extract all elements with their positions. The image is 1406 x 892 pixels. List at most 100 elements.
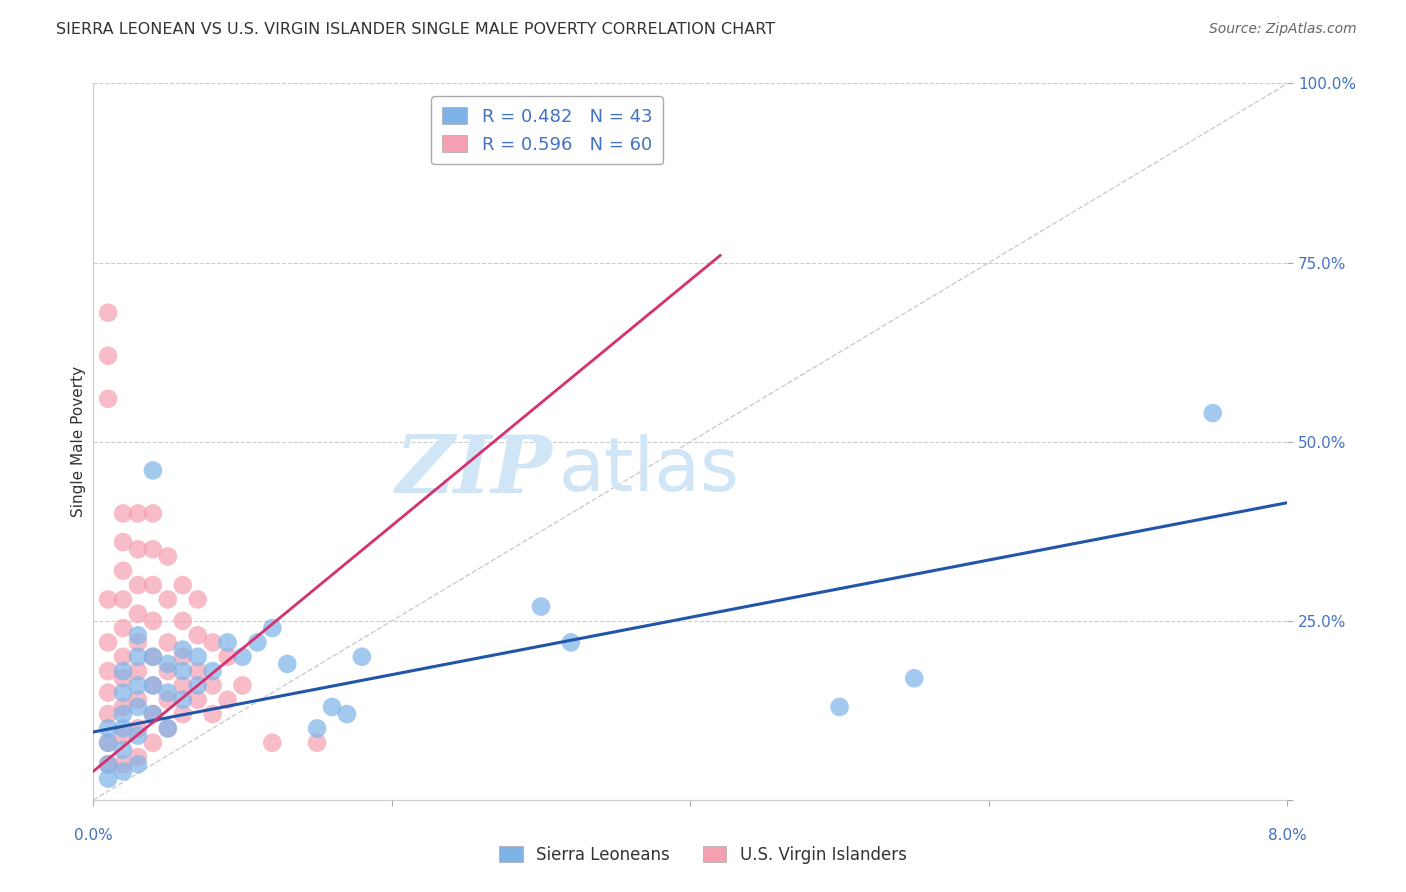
Point	[156, 549, 179, 564]
Point	[112, 757, 135, 772]
Point	[97, 592, 120, 607]
Point	[201, 707, 224, 722]
Point	[112, 671, 135, 685]
Point	[127, 729, 149, 743]
Point	[187, 692, 209, 706]
Point	[201, 635, 224, 649]
Text: SIERRA LEONEAN VS U.S. VIRGIN ISLANDER SINGLE MALE POVERTY CORRELATION CHART: SIERRA LEONEAN VS U.S. VIRGIN ISLANDER S…	[56, 22, 775, 37]
Point	[112, 700, 135, 714]
Point	[903, 671, 925, 685]
Point	[112, 592, 135, 607]
Text: Source: ZipAtlas.com: Source: ZipAtlas.com	[1209, 22, 1357, 37]
Point	[112, 707, 135, 722]
Point	[231, 649, 253, 664]
Point	[112, 507, 135, 521]
Point	[127, 628, 149, 642]
Point	[142, 507, 165, 521]
Text: ZIP: ZIP	[396, 432, 553, 509]
Point	[142, 578, 165, 592]
Point	[172, 692, 194, 706]
Point	[127, 578, 149, 592]
Point	[97, 772, 120, 786]
Point	[127, 750, 149, 764]
Point	[127, 678, 149, 692]
Point	[112, 729, 135, 743]
Point	[156, 722, 179, 736]
Point	[172, 678, 194, 692]
Point	[142, 736, 165, 750]
Point	[142, 614, 165, 628]
Point	[112, 621, 135, 635]
Point	[142, 678, 165, 692]
Point	[172, 578, 194, 592]
Point	[172, 642, 194, 657]
Point	[276, 657, 298, 671]
Point	[97, 757, 120, 772]
Point	[560, 635, 582, 649]
Point	[112, 664, 135, 678]
Point	[97, 664, 120, 678]
Point	[217, 692, 239, 706]
Point	[187, 592, 209, 607]
Point	[321, 700, 343, 714]
Point	[127, 757, 149, 772]
Point	[97, 736, 120, 750]
Y-axis label: Single Male Poverty: Single Male Poverty	[72, 367, 86, 517]
Point	[336, 707, 359, 722]
Point	[156, 722, 179, 736]
Point	[127, 607, 149, 621]
Point	[156, 657, 179, 671]
Point	[97, 635, 120, 649]
Point	[262, 736, 284, 750]
Point	[127, 692, 149, 706]
Point	[97, 392, 120, 406]
Point	[172, 649, 194, 664]
Point	[127, 507, 149, 521]
Point	[350, 649, 373, 664]
Point	[112, 535, 135, 549]
Point	[262, 621, 284, 635]
Point	[127, 700, 149, 714]
Text: 0.0%: 0.0%	[73, 829, 112, 843]
Point	[142, 707, 165, 722]
Point	[97, 306, 120, 320]
Text: 8.0%: 8.0%	[1268, 829, 1306, 843]
Point	[112, 649, 135, 664]
Point	[156, 635, 179, 649]
Point	[246, 635, 269, 649]
Point	[142, 649, 165, 664]
Point	[127, 542, 149, 557]
Point	[97, 757, 120, 772]
Point	[201, 664, 224, 678]
Point	[142, 707, 165, 722]
Point	[97, 349, 120, 363]
Point	[187, 628, 209, 642]
Text: atlas: atlas	[560, 434, 740, 507]
Point	[828, 700, 851, 714]
Point	[1202, 406, 1225, 420]
Point	[156, 664, 179, 678]
Point	[231, 678, 253, 692]
Point	[112, 743, 135, 757]
Point	[172, 614, 194, 628]
Point	[97, 707, 120, 722]
Point	[127, 635, 149, 649]
Point	[97, 722, 120, 736]
Point	[217, 635, 239, 649]
Point	[187, 678, 209, 692]
Point	[172, 664, 194, 678]
Point	[142, 542, 165, 557]
Point	[112, 722, 135, 736]
Point	[156, 692, 179, 706]
Point	[112, 764, 135, 779]
Point	[142, 678, 165, 692]
Point	[217, 649, 239, 664]
Point	[127, 664, 149, 678]
Point	[112, 685, 135, 699]
Point	[156, 685, 179, 699]
Point	[112, 564, 135, 578]
Point	[307, 736, 329, 750]
Point	[172, 707, 194, 722]
Point	[97, 736, 120, 750]
Point	[530, 599, 553, 614]
